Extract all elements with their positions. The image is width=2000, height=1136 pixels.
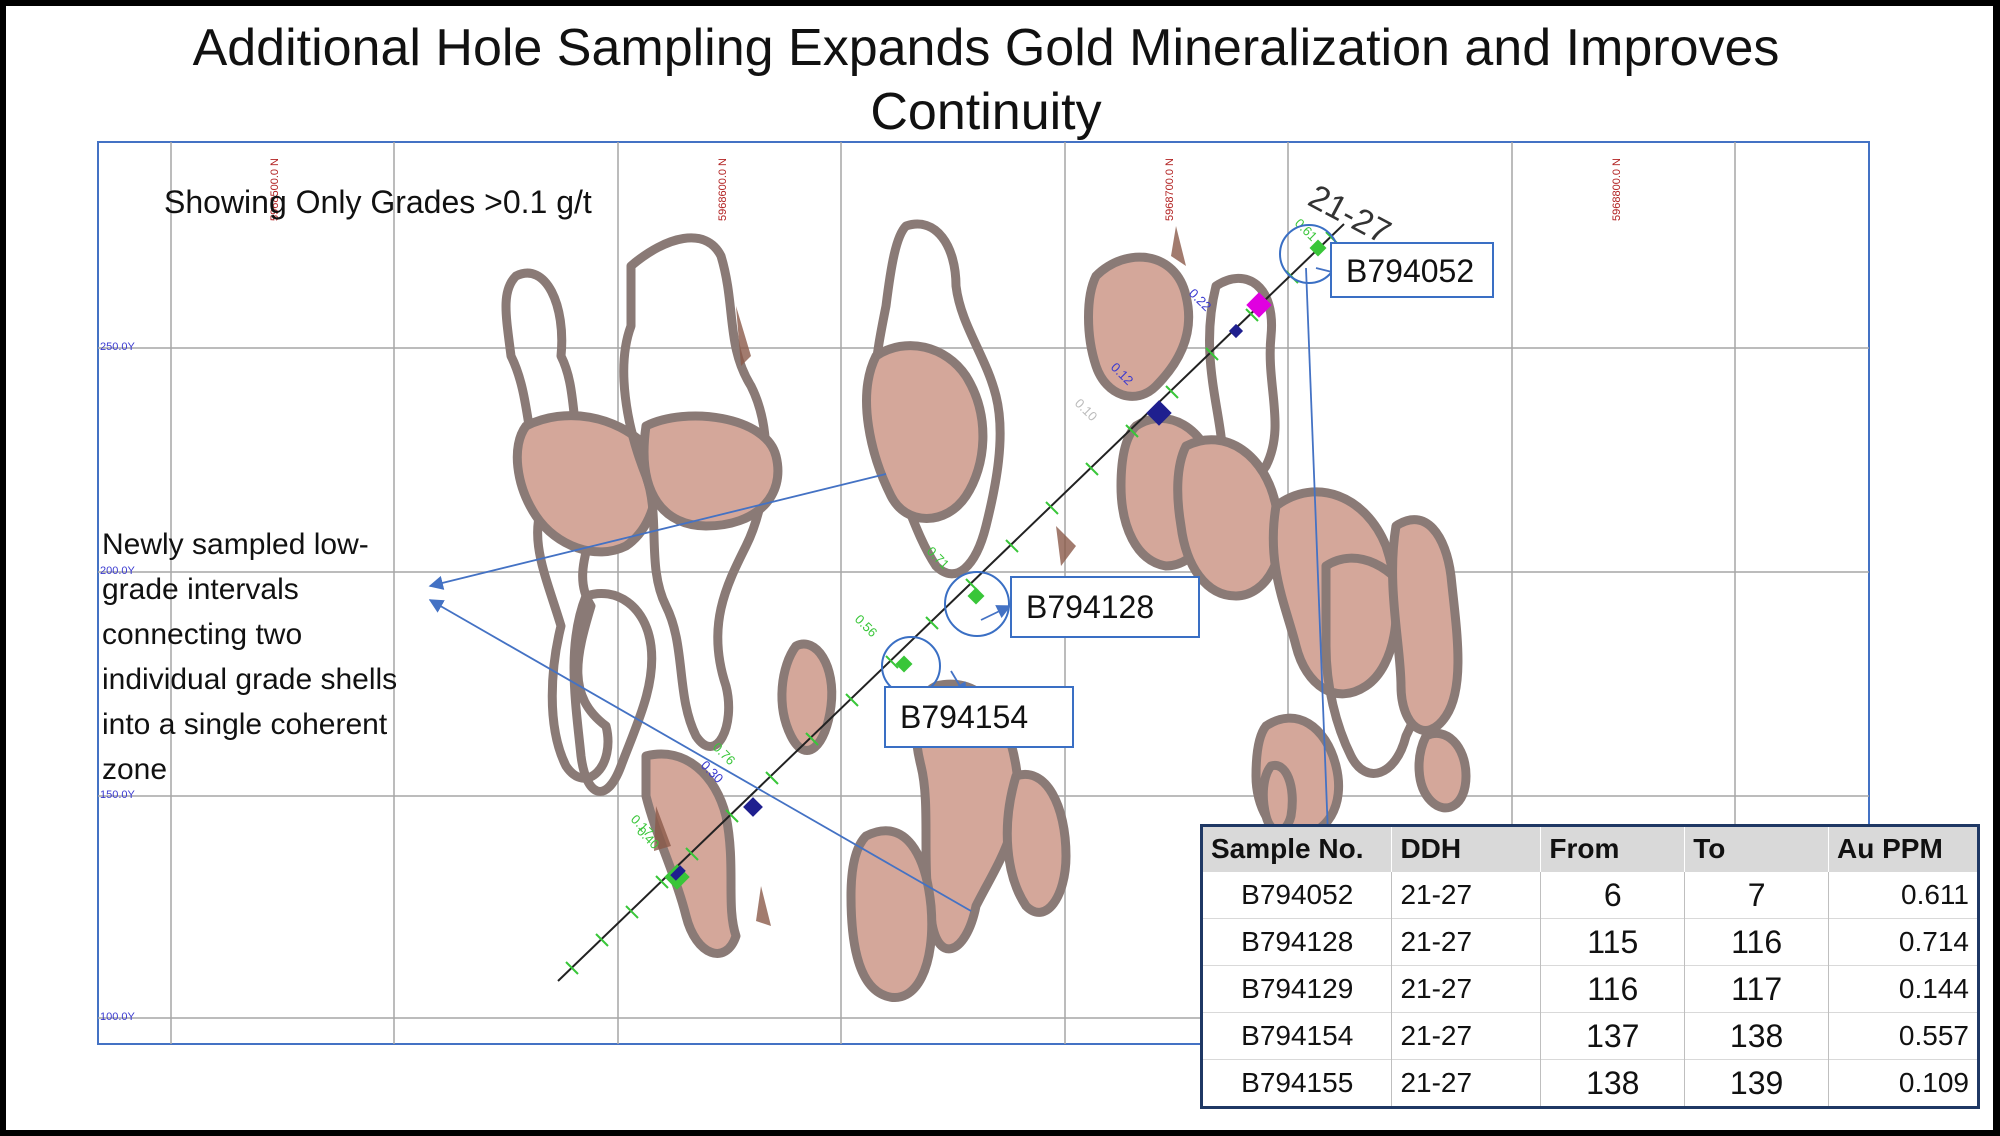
cell-au: 0.714 [1828,918,1979,966]
cell-sample: B794052 [1201,871,1393,919]
cell-from: 115 [1540,918,1686,966]
cell-au: 0.109 [1828,1059,1979,1108]
table-row: B794154 21-27 137 138 0.557 [1201,1012,1979,1060]
northing-label: 5968700.0 N [1164,158,1176,221]
arrow [1305,267,1337,888]
northing-labels: 5968500.0 N 5968600.0 N 5968700.0 N 5968… [269,158,1623,221]
cell-ddh: 21-27 [1391,1059,1542,1108]
table-row: B794155 21-27 138 139 0.109 [1201,1059,1979,1108]
table-header-row: Sample No. DDH From To Au PPM [1201,825,1979,872]
sample-label-b794052: B794052 [1330,242,1494,298]
cell-ddh: 21-27 [1391,1012,1542,1060]
col-header-ddh: DDH [1391,825,1542,872]
title-line: Continuity [870,83,1102,141]
grade-shell [639,411,783,531]
grade-shell [1002,770,1071,917]
sample-marker [895,655,913,673]
table-row: B794129 21-27 116 117 0.144 [1201,965,1979,1013]
slide-title: Additional Hole Sampling Expands Gold Mi… [6,16,1966,144]
grade-filter-note: Showing Only Grades >0.1 g/t [164,184,592,220]
callout-text: Newly sampled low-grade intervals connec… [102,528,398,786]
grade-shell [870,219,1005,579]
col-header-au: Au PPM [1828,825,1979,872]
arrow [980,605,1012,621]
cell-to: 117 [1684,965,1830,1013]
sample-label-b794154: B794154 [884,686,1074,748]
grade-shell [777,639,837,755]
hole-value: 0.10 [1072,396,1101,425]
sample-label-b794128: B794128 [1010,576,1200,638]
elevation-label: 100.0Y [100,1011,136,1023]
section-view: 5968500.0 N 5968600.0 N 5968700.0 N 5968… [97,141,1870,1045]
sample-marker [743,797,763,817]
arrow [428,599,972,912]
grade-shell [1258,760,1297,836]
cell-to: 7 [1684,871,1830,919]
sample-marker [1228,323,1244,339]
col-header-sample: Sample No. [1201,825,1393,872]
northing-label: 5968600.0 N [717,158,729,221]
sample-circle [944,571,1010,637]
grade-shell [1084,252,1194,401]
shell-shading [654,226,1186,926]
cell-sample: B794128 [1201,918,1393,966]
table-row: B794052 21-27 6 7 0.611 [1201,871,1979,919]
elevation-labels: 250.0Y 200.0Y 150.0Y 100.0Y [100,341,136,1023]
cell-to: 139 [1684,1059,1830,1108]
sample-marker [670,865,686,881]
cell-ddh: 21-27 [1391,918,1542,966]
table-row: B794128 21-27 115 116 0.714 [1201,918,1979,966]
cell-au: 0.144 [1828,965,1979,1013]
shell-shade [654,806,671,851]
cell-sample: B794155 [1201,1059,1393,1108]
elevation-label: 200.0Y [100,565,136,577]
grade-shell [512,411,661,557]
drillhole-id: 21-27 [1302,178,1397,252]
grade-shell [1173,435,1285,601]
arrow [428,473,887,590]
elevation-label: 250.0Y [100,341,136,353]
cell-from: 116 [1540,965,1686,1013]
grade-shell [862,341,988,523]
northing-label: 5968500.0 N [269,158,281,221]
shell-shade [1056,526,1076,566]
cell-from: 137 [1540,1012,1686,1060]
sample-marker [967,587,985,605]
grade-shell [569,588,657,796]
shell-shade [736,306,751,366]
cell-sample: B794154 [1201,1012,1393,1060]
grade-shell [846,826,937,1002]
northing-label: 5968800.0 N [1611,158,1623,221]
cell-ddh: 21-27 [1391,871,1542,919]
cell-to: 116 [1684,918,1830,966]
callout-arrows [428,265,1350,912]
hole-value: 0.56 [852,612,881,641]
hole-value: 0.61 [1292,216,1321,245]
grade-shell [1414,729,1471,813]
plot-border [97,141,1870,1045]
cell-au: 0.611 [1828,871,1979,919]
cell-to: 138 [1684,1012,1830,1060]
cell-ddh: 21-27 [1391,965,1542,1013]
col-header-to: To [1684,825,1830,872]
cell-from: 138 [1540,1059,1686,1108]
grade-shells [501,219,1471,1002]
title-line: Additional Hole Sampling Expands Gold Mi… [192,19,1780,77]
cell-sample: B794129 [1201,965,1393,1013]
shell-shade [756,886,771,926]
cell-from: 6 [1540,871,1686,919]
drillhole-trace [557,223,1345,982]
grade-shell [1388,515,1463,735]
cell-au: 0.557 [1828,1012,1979,1060]
grade-shell [1268,487,1401,699]
col-header-from: From [1540,825,1686,872]
slide: 5968500.0 N 5968600.0 N 5968700.0 N 5968… [6,6,1993,1130]
elevation-label: 150.0Y [100,789,136,801]
shell-shade [1171,226,1186,266]
samples-table: Sample No. DDH From To Au PPM B794052 21… [1200,824,1980,1109]
